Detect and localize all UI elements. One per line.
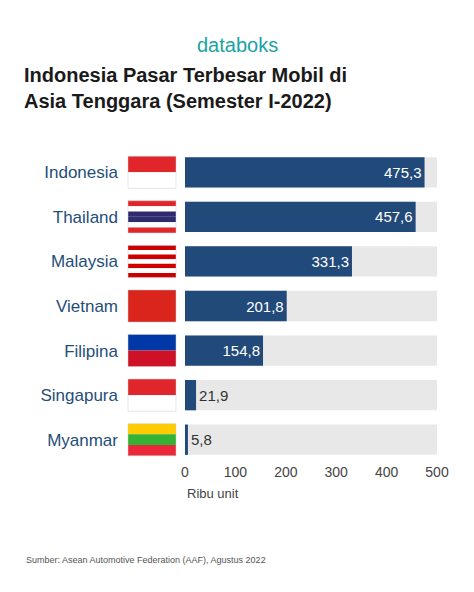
svg-text:300: 300 [325, 464, 349, 480]
svg-text:331,3: 331,3 [311, 253, 349, 270]
svg-text:400: 400 [375, 464, 399, 480]
svg-text:0: 0 [181, 464, 189, 480]
svg-text:475,3: 475,3 [384, 164, 422, 181]
svg-text:Thailand: Thailand [53, 208, 118, 227]
svg-text:154,8: 154,8 [222, 342, 260, 359]
svg-text:Myanmar: Myanmar [47, 431, 118, 450]
svg-text:Indonesia: Indonesia [44, 163, 118, 182]
svg-text:Vietnam: Vietnam [56, 297, 118, 316]
svg-text:5,8: 5,8 [191, 431, 212, 448]
svg-text:Malaysia: Malaysia [51, 252, 119, 271]
svg-text:Sumber: Asean Automotive Feder: Sumber: Asean Automotive Federation (AAF… [26, 555, 266, 565]
svg-text:201,8: 201,8 [246, 298, 284, 315]
svg-text:databoks: databoks [197, 34, 278, 56]
svg-text:Indonesia Pasar Terbesar Mobil: Indonesia Pasar Terbesar Mobil diAsia Te… [24, 64, 347, 112]
svg-text:Singapura: Singapura [40, 386, 118, 405]
svg-text:200: 200 [274, 464, 298, 480]
svg-text:21,9: 21,9 [199, 387, 228, 404]
svg-text:100: 100 [224, 464, 248, 480]
svg-text:Filipina: Filipina [64, 342, 118, 361]
svg-text:457,6: 457,6 [375, 208, 413, 225]
svg-text:500: 500 [425, 464, 449, 480]
svg-text:Ribu unit: Ribu unit [187, 486, 239, 501]
